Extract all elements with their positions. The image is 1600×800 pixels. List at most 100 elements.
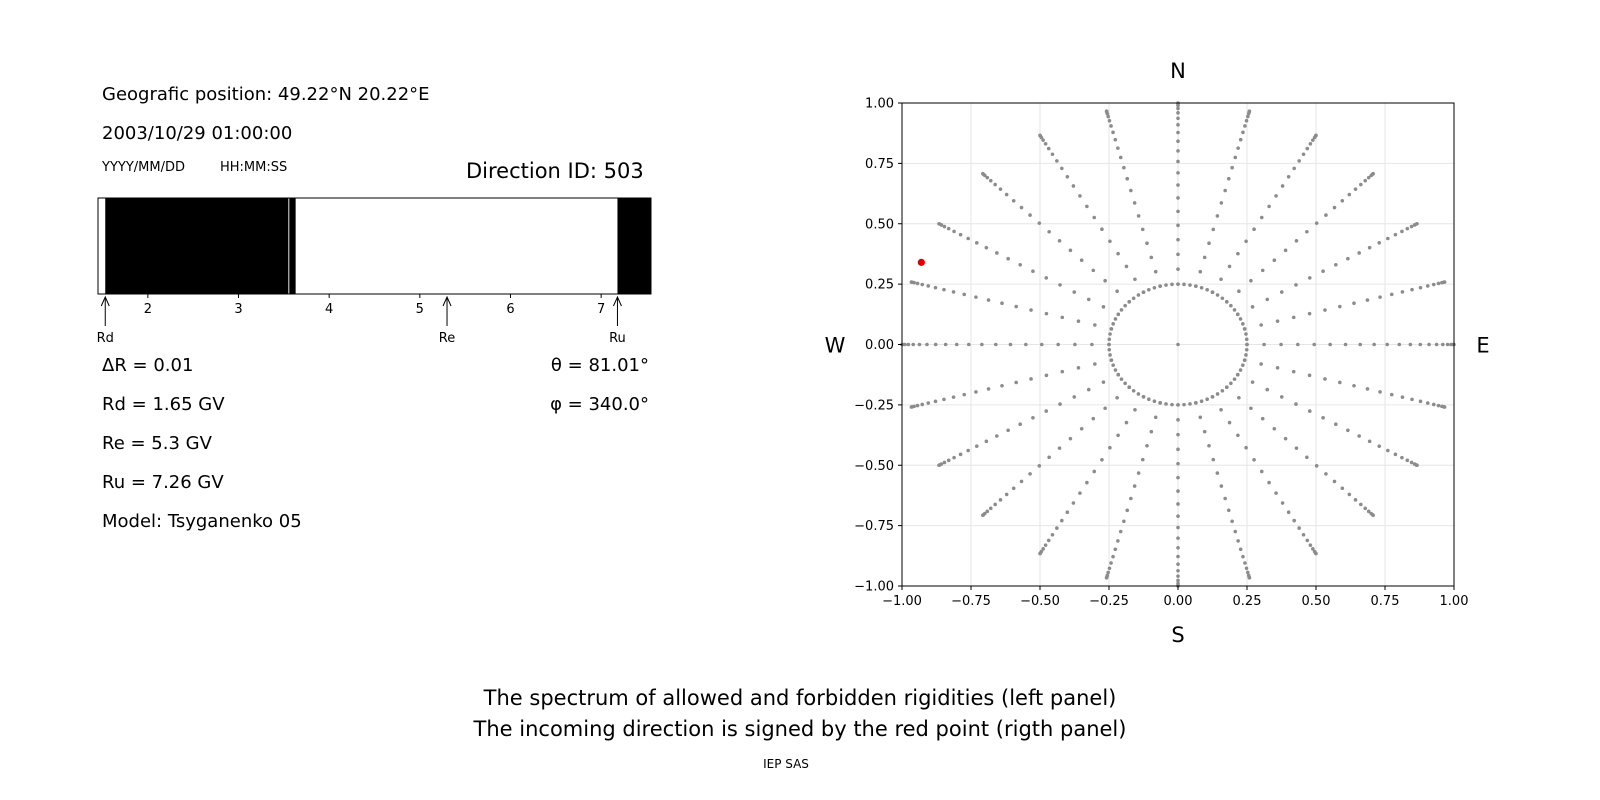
direction-grid-point	[1215, 392, 1220, 396]
direction-grid-point	[1238, 547, 1243, 552]
direction-grid-point	[1241, 363, 1245, 367]
direction-grid-point	[1194, 401, 1198, 405]
direction-grid-point	[1004, 192, 1009, 197]
direction-grid-point	[946, 226, 951, 231]
delta-r-value: ΔR = 0.01	[102, 355, 194, 376]
rigidity-spectrum-chart: 2 3 4 5 6 7 Rd Re Ru	[97, 197, 652, 346]
direction-grid-point	[1008, 342, 1013, 347]
direction-grid-point	[1108, 445, 1112, 450]
direction-grid-point	[1176, 282, 1180, 286]
direction-grid-point	[1260, 416, 1265, 421]
direction-grid-point	[1241, 322, 1245, 326]
direction-grid-point	[1332, 479, 1337, 484]
compass-north-label: N	[1170, 59, 1186, 83]
direction-grid-point	[1242, 358, 1247, 362]
direction-grid-point	[1176, 536, 1180, 540]
direction-grid-point	[1353, 187, 1358, 191]
direction-grid-point	[1418, 285, 1423, 290]
direction-grid-point	[1136, 214, 1141, 218]
direction-grid-point	[1292, 166, 1296, 171]
direction-grid-point	[1019, 205, 1024, 210]
direction-grid-point	[1118, 155, 1123, 160]
direction-grid-point	[1367, 439, 1372, 444]
direction-grid-point	[937, 221, 941, 226]
direction-grid-point	[1043, 543, 1048, 547]
theta-value: θ = 81.01°	[550, 355, 649, 376]
direction-grid-point	[1106, 570, 1111, 575]
direction-grid-point	[988, 506, 993, 511]
direction-grid-point	[1305, 538, 1310, 543]
direction-grid-point	[995, 251, 999, 255]
geo-position: Geografic position: 49.22°N 20.22°E	[102, 84, 430, 105]
direction-grid-point	[1436, 281, 1441, 286]
direction-grid-point	[1371, 171, 1375, 176]
direction-grid-point	[1176, 159, 1180, 164]
x-tick-label: 0.00	[1164, 594, 1193, 609]
direction-grid-point	[1400, 229, 1404, 234]
direction-grid-point	[1245, 342, 1249, 347]
direction-grid-point	[1044, 311, 1049, 316]
direction-grid-point	[1091, 268, 1096, 273]
spectrum-tick-label: 2	[144, 302, 152, 317]
direction-grid-point	[1116, 539, 1120, 543]
direction-grid-point	[1068, 248, 1073, 253]
direction-grid-point	[1323, 308, 1327, 312]
direction-grid-point	[1346, 256, 1350, 261]
direction-grid-point	[1210, 394, 1215, 399]
direction-grid-point	[1352, 383, 1356, 388]
direction-grid-point	[1210, 290, 1215, 295]
direction-grid-point	[1393, 452, 1398, 457]
direction-grid-point	[1129, 496, 1133, 501]
direction-grid-point	[1323, 377, 1327, 381]
direction-grid-point	[1233, 529, 1238, 534]
direction-grid-point	[1397, 342, 1402, 347]
direction-grid-point	[1205, 287, 1209, 292]
direction-grid-point	[1415, 463, 1419, 468]
direction-grid-point	[1219, 201, 1224, 205]
direction-grid-point	[1297, 526, 1301, 530]
direction-grid-point	[926, 284, 931, 288]
direction-grid-point	[1283, 248, 1288, 253]
direction-grid-point	[1124, 264, 1129, 269]
marker-arrow-head	[100, 295, 110, 307]
direction-grid-point	[1244, 239, 1248, 244]
direction-grid-point	[1324, 472, 1328, 476]
direction-grid-point	[1436, 403, 1441, 408]
direction-grid-point	[1176, 223, 1180, 228]
direction-grid-point	[1078, 491, 1082, 495]
direction-grid-point	[988, 178, 993, 183]
direction-grid-point	[915, 403, 920, 408]
direction-grid-point	[1176, 562, 1180, 566]
model-name: Model: Tsyganenko 05	[102, 511, 302, 532]
direction-grid-point	[1085, 204, 1089, 209]
direction-grid-point	[1037, 221, 1042, 225]
direction-grid-point	[1198, 415, 1203, 420]
direction-grid-point	[1057, 239, 1062, 243]
direction-grid-point	[986, 298, 991, 302]
direction-grid-point	[1060, 369, 1065, 374]
direction-grid-point	[1311, 138, 1315, 142]
spectrum-frame	[97, 197, 652, 295]
direction-grid-point	[920, 282, 925, 287]
x-tick-label: 1.00	[1440, 594, 1469, 609]
direction-grid-point	[1101, 305, 1106, 309]
direction-grid-point	[909, 280, 914, 284]
direction-grid-point	[986, 387, 991, 391]
direction-grid-point	[1405, 226, 1410, 231]
direction-grid-point	[1127, 385, 1132, 389]
direction-grid-point	[1188, 283, 1192, 287]
direction-grid-point	[1279, 342, 1283, 347]
direction-grid-point	[1028, 472, 1032, 476]
direction-grid-point	[1111, 130, 1115, 135]
direction-grid-point	[1041, 138, 1045, 142]
ru-value: Ru = 7.26 GV	[102, 472, 224, 493]
direction-grid-point	[1107, 342, 1111, 347]
direction-grid-point	[1145, 443, 1149, 448]
direction-grid-point	[1176, 139, 1180, 143]
direction-grid-point	[1043, 142, 1048, 146]
direction-grid-point	[1294, 446, 1299, 450]
direction-grid-point	[1418, 342, 1423, 347]
direction-grid-point	[1044, 373, 1049, 378]
direction-grid-point	[1132, 484, 1137, 488]
direction-grid-point	[1109, 124, 1113, 128]
